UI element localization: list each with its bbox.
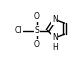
Text: N: N	[52, 15, 58, 24]
Text: H: H	[52, 43, 58, 52]
Text: Cl: Cl	[14, 26, 22, 35]
Text: O: O	[34, 40, 40, 49]
Text: N: N	[52, 33, 58, 42]
Text: O: O	[34, 12, 40, 21]
Text: S: S	[34, 26, 39, 35]
